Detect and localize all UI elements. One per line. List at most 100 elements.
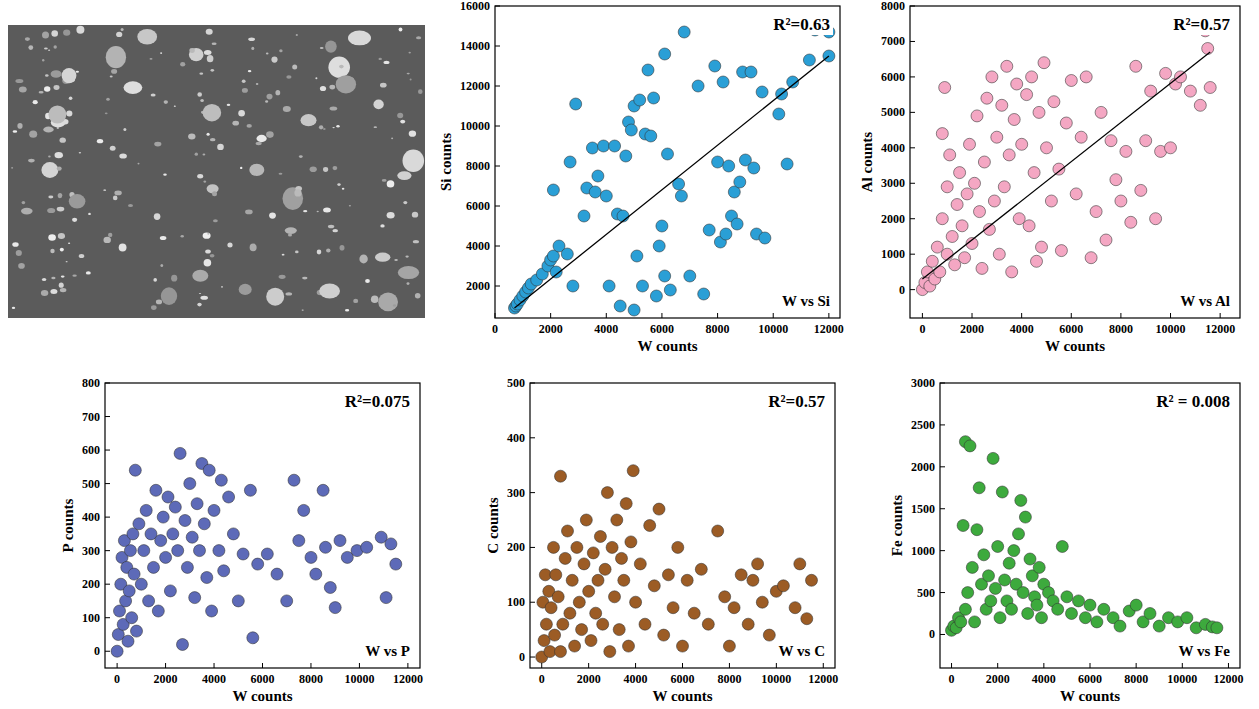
x-tick [1090,663,1091,668]
point [1115,195,1127,207]
plot-marks [916,21,1216,295]
particle [407,282,410,285]
particle [242,88,248,93]
y-tick [910,112,915,113]
particle [239,284,252,295]
x-tick [214,663,215,668]
point [1017,587,1029,599]
particle [69,97,73,101]
point [723,160,735,172]
point [616,552,628,564]
point [969,177,981,189]
particle [206,29,213,35]
point [1016,138,1028,150]
point [951,199,963,211]
particle [227,242,232,247]
point [1150,213,1162,225]
point [653,240,665,252]
point [562,525,574,537]
particle [217,144,224,150]
particle [111,69,117,74]
x-tick [635,663,636,668]
y-tick-label: 0 [519,650,525,664]
particle [207,184,219,193]
point [803,54,815,66]
point [752,558,764,570]
point [678,26,690,38]
y-tick-label: 10000 [460,119,490,133]
point [1036,612,1048,624]
y-tick-label: 16000 [460,0,490,13]
point [976,262,988,274]
x-tick [776,663,777,668]
point [941,248,953,260]
particle [315,77,317,79]
x-tick-label: 10000 [1156,322,1186,336]
point [611,514,623,526]
particle [286,292,293,295]
point [1085,252,1097,264]
particle [54,85,60,90]
point [203,464,215,476]
x-tick-label: 10000 [344,672,374,686]
point [998,181,1010,193]
point [986,71,998,83]
y-tick [530,437,535,438]
point [179,515,191,527]
point [1033,106,1045,118]
particle [197,303,201,307]
point [169,501,181,513]
point [1061,591,1073,603]
y-tick-label: 6000 [881,70,905,84]
point [310,568,322,580]
x-tick [1182,663,1183,668]
y-tick-label: 500 [82,477,100,491]
point [1140,135,1152,147]
x-tick [997,663,998,668]
point [1008,114,1020,126]
particle [197,174,203,178]
label-patch [1177,292,1233,310]
particle [119,153,127,158]
point [628,304,640,316]
point [969,616,981,628]
point [734,176,746,188]
particle [33,100,38,104]
point [128,568,140,580]
point [644,520,656,532]
particle [160,52,162,54]
particle [42,59,44,61]
x-tick-label: 8000 [1109,322,1133,336]
particle [154,213,161,220]
panel-title: W vs Fe [1179,643,1231,659]
y-tick-label: 12000 [460,79,490,93]
point [939,82,951,94]
y-tick [105,483,110,484]
point [324,582,336,594]
particle [374,126,377,128]
particle [384,61,390,64]
particle [302,277,307,280]
particle [266,53,269,55]
particle [317,211,319,212]
particle [285,227,297,234]
y-tick [940,592,945,593]
particle [57,166,62,170]
particle [138,163,140,165]
y-tick [105,617,110,618]
point [570,98,582,110]
point [1160,67,1172,79]
y-tick [910,183,915,184]
x-tick [922,313,923,318]
point [630,596,642,608]
point [549,629,561,641]
point [961,188,973,200]
x-tick [1071,313,1072,318]
point [123,585,135,597]
particle [48,234,56,241]
x-tick [1043,663,1044,668]
particle [267,94,273,100]
x-axis-title: W counts [232,688,292,704]
point [601,487,613,499]
particle [137,29,157,44]
